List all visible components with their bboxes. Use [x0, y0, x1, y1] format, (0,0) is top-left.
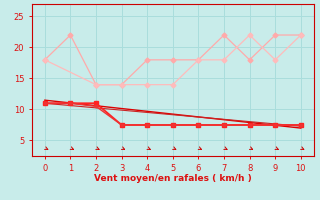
- X-axis label: Vent moyen/en rafales ( km/h ): Vent moyen/en rafales ( km/h ): [94, 174, 252, 183]
